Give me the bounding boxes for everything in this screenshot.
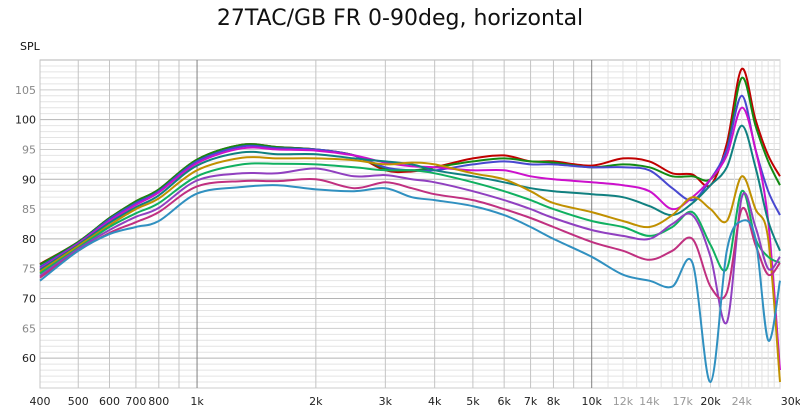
x-tick-label: 600	[99, 395, 120, 408]
y-tick-label: 90	[22, 173, 36, 186]
x-tick-label: 24k	[732, 395, 753, 408]
x-tick-label: 8k	[547, 395, 561, 408]
x-tick-label: 700	[125, 395, 146, 408]
x-tick-label: 14k	[639, 395, 660, 408]
x-tick-label: 5k	[466, 395, 480, 408]
series-line-4	[39, 124, 781, 271]
x-tick-label: 20k	[700, 395, 721, 408]
y-tick-label: 85	[22, 203, 36, 216]
y-tick-label: 95	[22, 143, 36, 156]
x-tick-label: 2k	[309, 395, 323, 408]
series-line-7	[39, 167, 781, 325]
series-line-3	[39, 106, 781, 371]
y-tick-label: 60	[22, 352, 36, 365]
x-tick-label: 17k	[672, 395, 693, 408]
series-line-9	[39, 184, 781, 384]
y-tick-label: 75	[22, 263, 36, 276]
y-tick-label: 65	[22, 322, 36, 335]
x-tick-label: 3k	[379, 395, 393, 408]
x-tick-label: 6k	[497, 395, 511, 408]
y-tick-label: 80	[22, 233, 36, 246]
x-tick-label: 800	[148, 395, 169, 408]
x-tick-label: 12k	[613, 395, 634, 408]
x-tick-label: 4k	[428, 395, 442, 408]
x-tick-label: 400	[30, 395, 51, 408]
y-tick-label: 105	[15, 84, 36, 97]
series-line-6	[39, 162, 781, 275]
x-tick-label: 10k	[582, 395, 603, 408]
series-line-2	[39, 94, 781, 268]
y-tick-label: 100	[15, 114, 36, 127]
series-line-5	[39, 156, 781, 383]
x-tick-label: 30kHz	[781, 395, 800, 408]
chart-title: 27TAC/GB FR 0-90deg, horizontal	[216, 6, 584, 31]
y-tick-label: 70	[22, 293, 36, 306]
x-tick-label: 7k	[524, 395, 538, 408]
x-tick-label: 500	[68, 395, 89, 408]
y-axis-label: SPL	[20, 40, 40, 53]
x-tick-label: 1k	[190, 395, 204, 408]
